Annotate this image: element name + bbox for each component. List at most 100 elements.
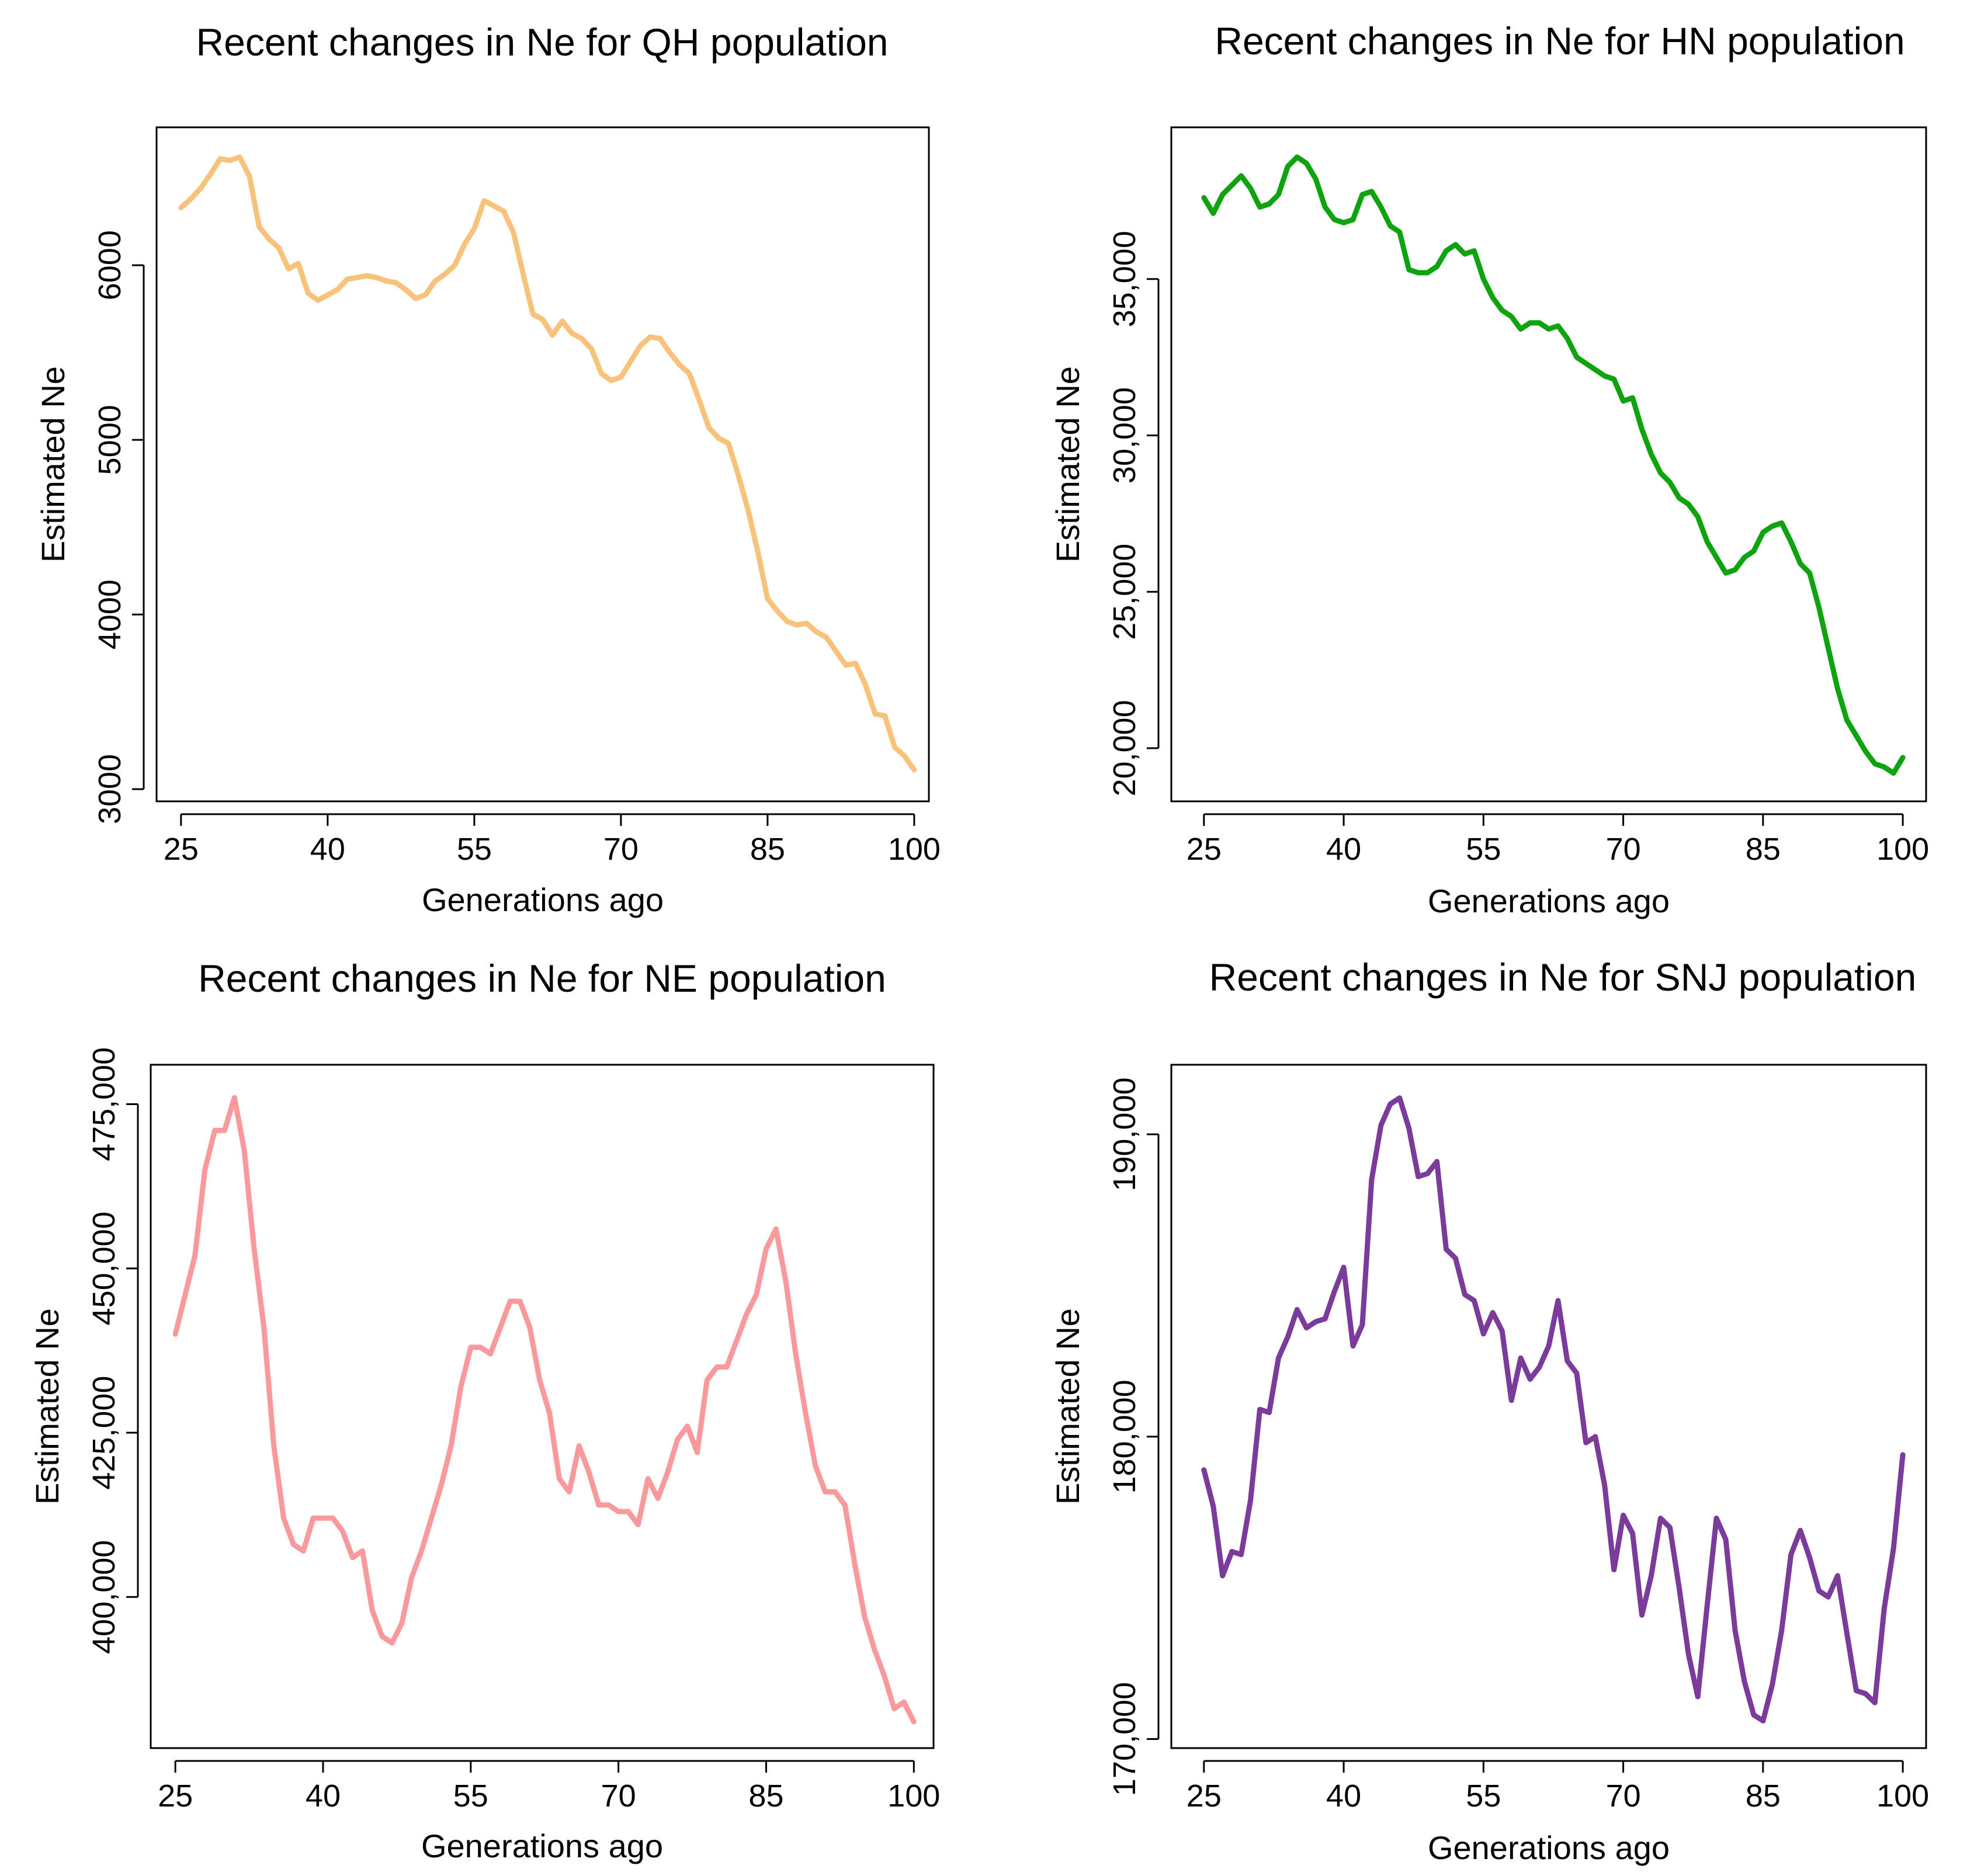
qh-data-point xyxy=(777,610,778,612)
ne-data-point xyxy=(293,1544,294,1545)
hn-data-point xyxy=(1669,482,1670,483)
snj-data-point xyxy=(1893,1548,1894,1549)
qh-data-point xyxy=(581,338,582,339)
snj-data-point xyxy=(1334,1291,1335,1292)
qh-data-point xyxy=(875,714,876,715)
qh-data-point xyxy=(845,665,847,666)
snj-data-point xyxy=(1586,1442,1587,1443)
hn-data-point xyxy=(1437,266,1438,267)
ne-data-point xyxy=(657,1498,658,1499)
ne-data-point xyxy=(588,1472,589,1473)
qh-data-point xyxy=(220,158,221,159)
qh-data-point xyxy=(855,663,856,664)
ne-data-point xyxy=(234,1097,235,1098)
ne-data-point xyxy=(244,1149,245,1151)
ne-data-point xyxy=(903,1701,904,1703)
snj-data-point xyxy=(1511,1400,1512,1401)
qh-data-point xyxy=(786,621,787,622)
qh-plot-frame xyxy=(155,126,930,802)
qh-data-point xyxy=(239,157,240,158)
hn-data-point xyxy=(1231,185,1233,186)
snj-data-point xyxy=(1883,1609,1885,1610)
qh-data-point xyxy=(200,188,201,189)
qh-data-point xyxy=(767,598,768,599)
hn-data-point xyxy=(1296,157,1298,158)
ne-data-point xyxy=(381,1636,383,1637)
snj-data-point xyxy=(1623,1514,1624,1516)
ne-chart-title: Recent changes in Ne for NE population xyxy=(198,957,886,1000)
ne-y-axis-title: Estimated Ne xyxy=(29,1308,65,1505)
hn-data-point xyxy=(1883,766,1885,767)
snj-data-point xyxy=(1614,1569,1615,1571)
qh-data-point xyxy=(317,300,318,301)
hn-data-point xyxy=(1408,269,1410,270)
chart-snj-population: Recent changes in Ne for SNJ population 2… xyxy=(1049,956,1929,1866)
ne-data-point xyxy=(913,1721,914,1722)
qh-data-point xyxy=(493,206,494,207)
snj-data-point xyxy=(1781,1630,1782,1631)
ne-data-point xyxy=(746,1314,747,1315)
ne-data-point xyxy=(716,1367,717,1368)
qh-data-point xyxy=(914,769,915,770)
ne-series-line xyxy=(172,1095,917,1725)
qh-data-point xyxy=(230,160,231,161)
hn-data-point xyxy=(1278,194,1279,195)
ne-data-point xyxy=(834,1491,835,1492)
snj-data-point xyxy=(1371,1179,1372,1180)
snj-data-point xyxy=(1427,1173,1428,1174)
qh-data-point xyxy=(396,282,397,283)
snj-data-point xyxy=(1408,1128,1410,1129)
snj-data-point xyxy=(1809,1557,1810,1558)
ne-data-point xyxy=(490,1353,491,1354)
snj-data-point xyxy=(1324,1318,1326,1319)
snj-data-point xyxy=(1315,1321,1316,1322)
qh-data-point xyxy=(259,226,260,227)
snj-data-point xyxy=(1855,1690,1857,1691)
qh-data-point xyxy=(796,624,797,626)
snj-data-point xyxy=(1380,1125,1382,1126)
ne-data-point xyxy=(273,1446,275,1447)
ne-x-tick-label: 85 xyxy=(748,1778,783,1814)
hn-data-point xyxy=(1287,166,1288,167)
snj-data-point xyxy=(1343,1267,1344,1268)
ne-y-tick-label: 425,000 xyxy=(86,1375,122,1489)
hn-data-point xyxy=(1250,187,1251,189)
ne-data-point xyxy=(884,1675,885,1676)
hn-data-point xyxy=(1390,225,1391,227)
ne-data-point xyxy=(185,1294,186,1295)
snj-data-point xyxy=(1734,1630,1736,1631)
snj-data-point xyxy=(1865,1693,1866,1694)
qh-data-point xyxy=(630,361,632,362)
ne-data-point xyxy=(352,1557,353,1558)
chart-hn-population: Recent changes in Ne for HN population 25… xyxy=(1049,19,1929,919)
qh-series-line xyxy=(178,154,917,773)
snj-y-tick-label: 180,000 xyxy=(1107,1380,1142,1493)
qh-data-point xyxy=(503,211,504,212)
ne-data-point xyxy=(470,1347,471,1348)
snj-data-point xyxy=(1464,1294,1465,1295)
hn-data-point xyxy=(1473,251,1475,252)
ne-data-point xyxy=(450,1446,452,1447)
ne-data-point xyxy=(362,1551,363,1552)
qh-data-point xyxy=(591,349,592,350)
qh-data-point xyxy=(835,651,837,652)
hn-data-point xyxy=(1753,551,1754,552)
hn-data-point xyxy=(1604,376,1605,377)
ne-data-point xyxy=(254,1248,255,1249)
snj-data-point xyxy=(1473,1300,1475,1301)
hn-data-point xyxy=(1595,369,1596,370)
hn-data-point xyxy=(1632,397,1633,398)
snj-data-point xyxy=(1260,1409,1261,1410)
qh-data-point xyxy=(532,314,533,315)
hn-data-point xyxy=(1846,720,1847,721)
hn-data-point xyxy=(1483,279,1484,280)
hn-data-point xyxy=(1660,473,1661,474)
hn-data-point xyxy=(1688,503,1689,505)
hn-data-point xyxy=(1306,163,1307,164)
hn-data-point xyxy=(1492,297,1493,298)
hn-data-point xyxy=(1399,231,1400,232)
hn-y-tick-label: 30,000 xyxy=(1107,387,1142,484)
qh-data-point xyxy=(405,289,407,290)
ne-data-point xyxy=(854,1564,855,1565)
qh-data-point xyxy=(660,338,661,339)
